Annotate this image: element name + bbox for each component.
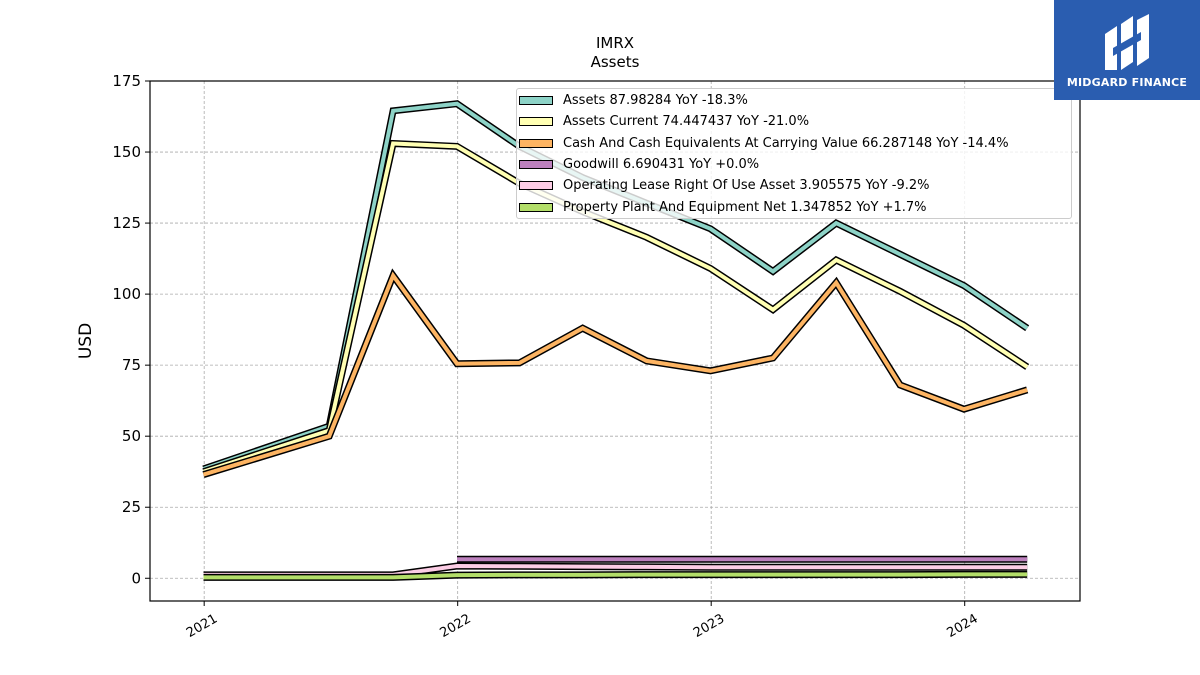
legend-label: Cash And Cash Equivalents At Carrying Va… [563,135,1009,151]
y-tick-label: 75 [122,356,141,374]
chart-subtitle: Assets [591,53,640,71]
legend-swatch [519,138,553,148]
series-line-assets-current [202,141,1029,474]
legend-swatch [519,202,553,212]
chart-title: IMRX [596,34,634,52]
legend-item: Assets 87.98284 YoY -18.3% [519,92,748,109]
y-tick-label: 100 [112,285,141,303]
series-outline-cash-and-cash-equivalents-at-carrying-value [202,268,1029,478]
legend-label: Property Plant And Equipment Net 1.34785… [563,199,927,215]
y-tick-label: 125 [112,214,141,232]
legend-item: Operating Lease Right Of Use Asset 3.905… [519,177,930,194]
x-tick-label: 2021 [184,611,220,641]
legend-swatch [519,96,553,105]
y-tick-label: 50 [122,427,141,445]
legend: Assets 87.98284 YoY -18.3% Assets Current… [516,88,1072,219]
y-tick-label: 25 [122,498,141,516]
legend-item: Assets Current 74.447437 YoY -21.0% [519,113,809,130]
legend-item: Cash And Cash Equivalents At Carrying Va… [519,135,1009,152]
legend-label: Assets Current 74.447437 YoY -21.0% [563,114,810,130]
plot-frame [149,80,1081,602]
legend-label: Operating Lease Right Of Use Asset 3.905… [563,178,930,194]
y-tick-label: 175 [112,72,141,90]
x-tick-label: 2024 [945,611,981,641]
series-line-cash-and-cash-equivalents-at-carrying-value [202,271,1028,477]
series-line-property-plant-and-equipment-net [203,572,1028,580]
legend-swatch [519,117,553,127]
legend-item: Property Plant And Equipment Net 1.34785… [519,199,927,216]
y-axis-label: USD [76,323,96,359]
brand-logo: MIDGARD FINANCE [1054,0,1200,100]
midgard-logo-icon [1105,13,1149,70]
legend-item: Goodwill 6.690431 YoY +0.0% [519,156,759,173]
legend-swatch [519,159,553,169]
legend-swatch [519,181,553,191]
legend-label: Goodwill 6.690431 YoY +0.0% [563,156,760,172]
y-tick-label: 150 [112,143,141,161]
legend-label: Assets 87.98284 YoY -18.3% [563,93,748,108]
y-tick-label: 0 [131,569,141,587]
brand-logo-text: MIDGARD FINANCE [1066,75,1188,89]
x-tick-label: 2023 [691,611,727,641]
x-tick-label: 2022 [438,611,474,641]
